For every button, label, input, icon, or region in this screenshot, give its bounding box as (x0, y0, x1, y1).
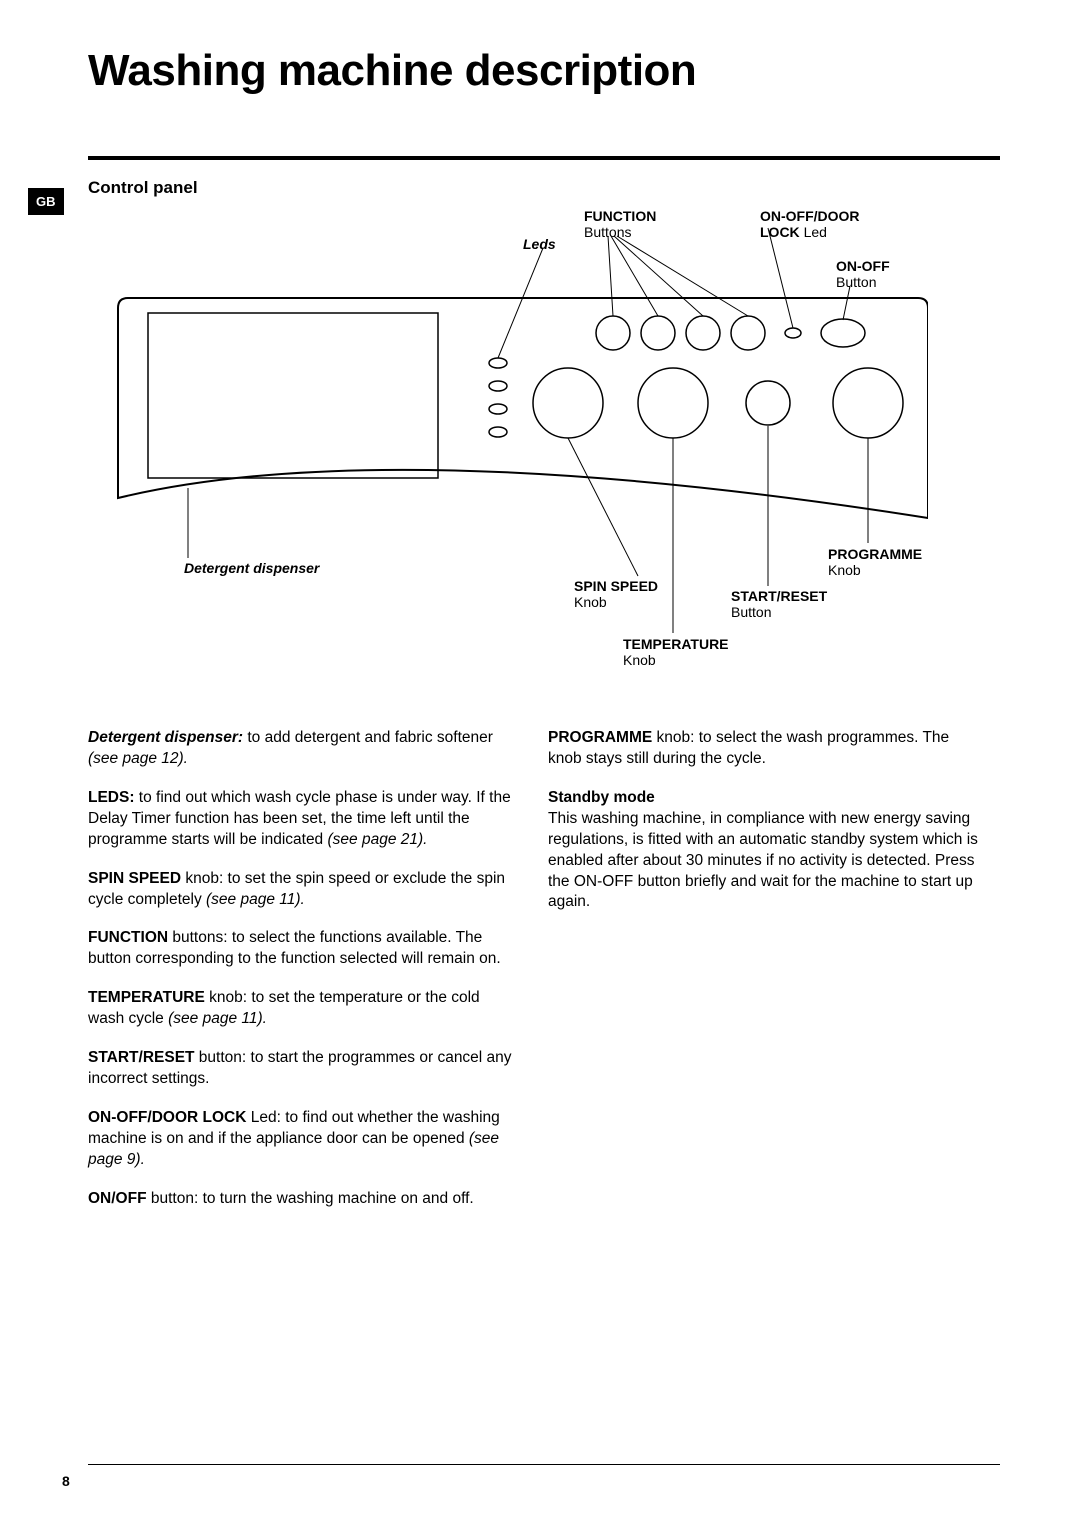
horizontal-rule (88, 156, 1000, 160)
page-number: 8 (62, 1473, 70, 1489)
body-paragraph: ON-OFF/DOOR LOCK Led: to find out whethe… (88, 1108, 518, 1171)
section-title: Control panel (88, 178, 1000, 198)
page-title: Washing machine description (88, 46, 1000, 96)
body-paragraph: ON/OFF button: to turn the washing machi… (88, 1189, 518, 1210)
language-tab: GB (28, 188, 64, 215)
body-paragraph: FUNCTION buttons: to select the function… (88, 928, 518, 970)
label-programme: PROGRAMME Knob (828, 546, 922, 578)
body-paragraph: Standby modeThis washing machine, in com… (548, 788, 978, 914)
column-left: Detergent dispenser: to add detergent an… (88, 728, 518, 1228)
footer-rule (88, 1464, 1000, 1465)
label-leds: Leds (523, 236, 556, 252)
body-paragraph: PROGRAMME knob: to select the wash progr… (548, 728, 978, 770)
label-detergent-dispenser: Detergent dispenser (184, 560, 319, 576)
body-columns: Detergent dispenser: to add detergent an… (88, 728, 1000, 1228)
body-paragraph: LEDS: to find out which wash cycle phase… (88, 788, 518, 851)
label-temperature: TEMPERATURE Knob (623, 636, 729, 668)
body-paragraph: Detergent dispenser: to add detergent an… (88, 728, 518, 770)
column-right: PROGRAMME knob: to select the wash progr… (548, 728, 978, 1228)
body-paragraph: TEMPERATURE knob: to set the temperature… (88, 988, 518, 1030)
label-onoff-door-lock: ON-OFF/DOOR LOCK Led (760, 208, 860, 240)
control-panel-diagram: FUNCTION Buttons Leds ON-OFF/DOOR LOCK L… (68, 208, 928, 678)
body-paragraph: START/RESET button: to start the program… (88, 1048, 518, 1090)
body-paragraph: SPIN SPEED knob: to set the spin speed o… (88, 869, 518, 911)
label-start-reset: START/RESET Button (731, 588, 827, 620)
label-onoff: ON-OFF Button (836, 258, 890, 290)
label-function: FUNCTION Buttons (584, 208, 656, 240)
label-spin-speed: SPIN SPEED Knob (574, 578, 658, 610)
